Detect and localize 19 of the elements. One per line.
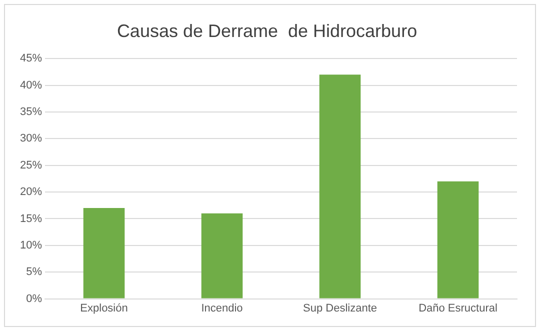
x-tick-label: Sup Deslizante [303, 302, 378, 314]
bar [201, 213, 243, 298]
y-tick-label: 25% [20, 159, 42, 172]
y-tick-label: 5% [26, 266, 42, 278]
y-tick-label: 40% [20, 79, 42, 92]
y-tick-label: 0% [26, 292, 42, 305]
y-tick-label: 10% [20, 239, 42, 252]
bar [437, 181, 479, 298]
bar [319, 74, 361, 298]
y-tick-label: 35% [20, 106, 42, 118]
x-tick-label: Incendio [201, 302, 243, 314]
y-tick-label: 45% [20, 52, 42, 65]
chart-title: Causas de Derrame de Hidrocarburo [116, 20, 418, 41]
y-tick-label: 15% [20, 212, 42, 225]
y-tick-label: 20% [20, 186, 42, 198]
x-tick-label: Explosión [80, 302, 128, 314]
y-tick-label: 30% [20, 132, 42, 145]
x-tick-label: Daño Esructural [418, 302, 498, 314]
bar [83, 208, 125, 298]
